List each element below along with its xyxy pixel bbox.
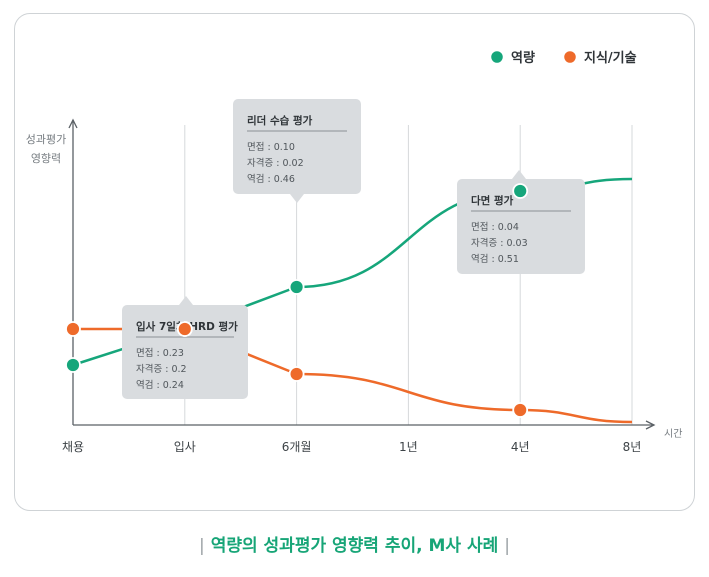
data-point-1 xyxy=(176,321,193,337)
x-tick-label: 1년 xyxy=(399,440,418,454)
y-axis-label: 영향력 xyxy=(31,152,61,165)
x-tick-label: 입사 xyxy=(174,440,196,454)
legend-marker-1 xyxy=(562,49,578,65)
callout-tip xyxy=(290,194,304,203)
legend-label-0: 역량 xyxy=(511,50,535,66)
series-line-1 xyxy=(73,327,633,424)
caption-text: 역량의 성과평가 영향력 추이, M사 사례 xyxy=(210,536,499,556)
callout-box xyxy=(457,179,585,274)
callout-line: 면접 : 0.04 xyxy=(471,221,519,233)
x-tick-label: 채용 xyxy=(62,440,84,454)
data-point-0 xyxy=(288,279,305,295)
legend-label-1: 지식/기술 xyxy=(584,50,637,66)
data-point-1 xyxy=(65,321,81,337)
callout-line: 면접 : 0.10 xyxy=(247,141,295,153)
callout-line: 역검 : 0.46 xyxy=(247,173,295,185)
callout-line: 자격증 : 0.02 xyxy=(247,157,304,169)
legend-marker-0 xyxy=(489,49,505,65)
callout-title: 리더 수습 평가 xyxy=(247,114,313,127)
x-tick-label: 8년 xyxy=(623,440,642,454)
callout-box xyxy=(122,305,248,399)
y-axis-label: 성과평가 xyxy=(26,133,66,146)
y-axis-arrow xyxy=(68,118,78,129)
figure-caption: | 역량의 성과평가 영향력 추이, M사 사례 | xyxy=(0,531,709,556)
data-point-0 xyxy=(65,357,81,373)
callout-line: 자격증 : 0.2 xyxy=(136,363,187,375)
x-axis-label: 시간 xyxy=(664,428,682,440)
data-point-1 xyxy=(288,366,305,382)
callout-tip xyxy=(512,170,526,179)
x-tick-label: 4년 xyxy=(511,440,530,454)
caption-bar-left: | xyxy=(198,536,205,556)
callout-box xyxy=(233,99,361,194)
callout-line: 역검 : 0.24 xyxy=(136,379,184,391)
caption-bar-right: | xyxy=(504,536,511,556)
callout-line: 면접 : 0.23 xyxy=(136,347,184,359)
callout-title: 다면 평가 xyxy=(471,194,514,207)
data-point-0 xyxy=(512,183,529,199)
callout-line: 자격증 : 0.03 xyxy=(471,237,528,249)
x-tick-label: 6개월 xyxy=(282,440,312,454)
callout-line: 역검 : 0.51 xyxy=(471,253,519,265)
callout-tip xyxy=(179,296,193,305)
x-axis-arrow xyxy=(645,420,656,430)
data-point-1 xyxy=(512,402,529,418)
